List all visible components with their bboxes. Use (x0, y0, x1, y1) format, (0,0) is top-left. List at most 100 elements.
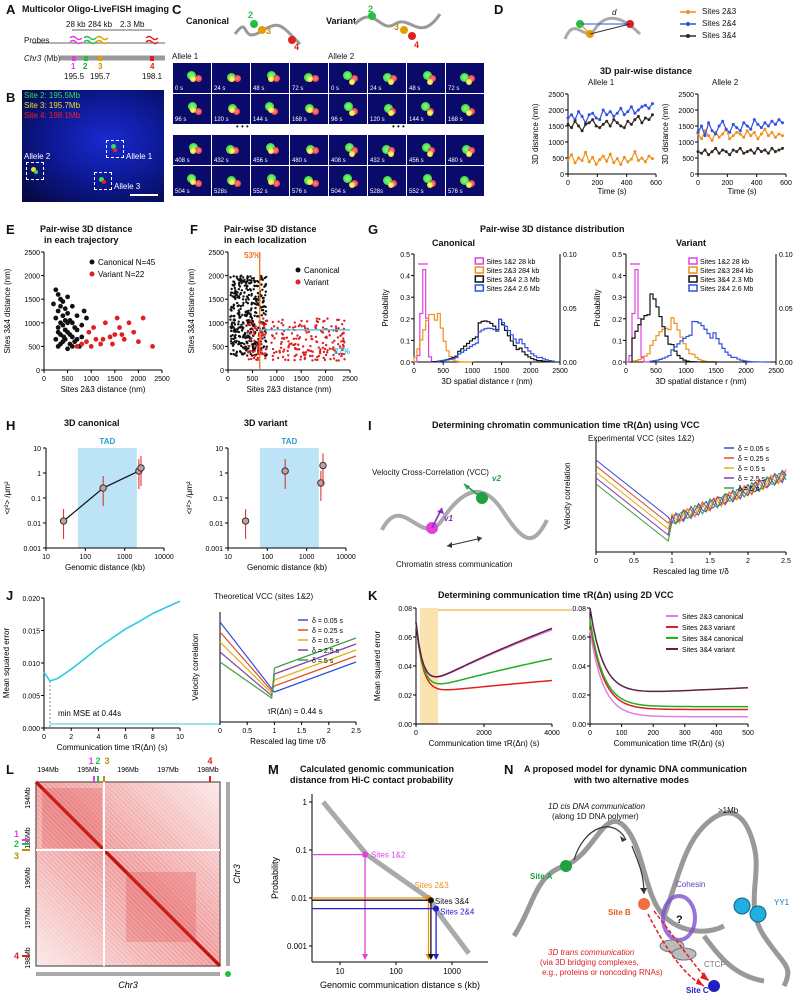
guide-arrow (433, 954, 440, 960)
panel-label-l: L (6, 762, 14, 777)
legend-marker (688, 284, 698, 292)
contact-band (34, 867, 135, 968)
x-tick-label: 0 (42, 376, 46, 383)
data-point (735, 126, 739, 130)
i-schematic (380, 483, 549, 548)
frame-time: 528s (214, 189, 228, 195)
scatter-point (237, 313, 241, 317)
y-tick-label: 0.1 (400, 338, 410, 345)
scatter-point (243, 342, 246, 346)
scatter-point (236, 304, 240, 308)
data-point (735, 150, 739, 154)
y-tick-label: 0.4 (400, 274, 410, 281)
scatter-point (243, 278, 246, 282)
scatter-point (253, 311, 257, 314)
scatter-point (255, 298, 259, 301)
scatter-point (283, 336, 286, 340)
timelapse-frame: 144 s (250, 93, 290, 125)
scatter-point (332, 353, 335, 357)
scatter-point (264, 331, 268, 335)
scatter-point (326, 351, 329, 354)
timelapse-frame: 168 s (445, 93, 485, 125)
scatter-point (243, 291, 246, 294)
scatter-point (260, 308, 264, 312)
scatter-point (248, 324, 251, 327)
contact-band (34, 886, 116, 968)
timelapse-frame: 480 s (445, 134, 485, 166)
svg-text:2: 2 (248, 10, 253, 20)
contact-band (34, 923, 79, 968)
n-site-a: Site A (530, 872, 553, 881)
data-point (619, 124, 623, 128)
scatter-point (261, 305, 264, 309)
scatter-point (238, 315, 241, 319)
x-tick-label: 1 (670, 558, 674, 565)
contact-band (43, 780, 222, 959)
x-tick-label: 1.5 (297, 728, 307, 735)
timelapse-frame: 576 s (289, 165, 329, 197)
scatter-point (326, 317, 329, 320)
scatter-point (265, 275, 268, 279)
vcc-curve (595, 472, 787, 542)
y-axis-label: Mean squared error (2, 628, 11, 699)
legend-marker (295, 279, 301, 285)
data-point (749, 134, 753, 138)
scatter-point (235, 351, 238, 355)
legend-entry: Sites 2&3 canonical (682, 614, 744, 621)
y-tick-label: 0.04 (572, 664, 586, 671)
series-line (567, 114, 653, 132)
n-yy1: YY1 (774, 898, 790, 907)
x-tick-label: 2.5 (781, 558, 791, 565)
scatter-point (243, 284, 247, 287)
scatter-point (239, 307, 242, 311)
x-tick-label: 2000 (318, 376, 334, 383)
scatter-point (110, 341, 115, 347)
frame-time: 480 s (448, 158, 463, 164)
scatter-point (324, 343, 328, 347)
y-tick-label: 500 (682, 156, 694, 163)
dist-28kb: 28 kb (66, 20, 86, 29)
mse-curve (415, 622, 553, 685)
data-point (749, 148, 753, 152)
x-tick-label: 10000 (336, 554, 356, 561)
legend-entry: Sites 1&2 28 kb (486, 259, 535, 266)
k-title: Determining communication time τR(Δn) us… (438, 590, 674, 600)
scatter-point (326, 349, 329, 352)
legend-site4: Site 4: 198.1Mb (24, 111, 81, 120)
frame-time: 96 s (175, 117, 187, 123)
contact-band (112, 780, 222, 890)
y-tick-label: 0.015 (22, 629, 40, 636)
contact-band (34, 844, 158, 968)
k-mse-plot-zoom: 0.00 0.02 0.04 0.06 0.08 0 100 200 300 400 500 Comm… (572, 606, 754, 748)
y-axis-label: Mean squared error (373, 631, 382, 702)
y-tick-label: 0.020 (22, 596, 40, 603)
legend-entry: Sites 2&3 284 kb (700, 268, 753, 275)
scatter-point (279, 346, 283, 349)
y-axis-label: Sites 3&4 distance (nm) (3, 268, 12, 353)
scatter-point (248, 344, 251, 348)
timelapse-frame: 120 s (367, 93, 407, 125)
frame-time: 504 s (331, 189, 346, 195)
y-tick-label: 0.5 (400, 252, 410, 259)
legend-marker (688, 266, 698, 274)
scatter-point (253, 284, 256, 287)
left-tick-label: 196Mb (25, 867, 32, 889)
legend-variant: Variant N=22 (98, 270, 145, 279)
data-point (629, 122, 633, 126)
scatter-point (234, 333, 237, 337)
j-vcc-plot: 0 0.5 1 1.5 2 2.5 Rescaled lag time τ/δ Velocit… (191, 612, 361, 746)
scatter-point (241, 346, 245, 349)
contact-band (66, 780, 222, 936)
y-tick-label: 500 (28, 344, 40, 351)
scatter-point (247, 358, 251, 361)
data-point (594, 162, 598, 166)
y-tick-label-right: 0.05 (779, 306, 793, 313)
scatter-point (281, 355, 285, 359)
guide-arrow (427, 954, 434, 960)
data-point (728, 137, 732, 141)
frame-time: 72 s (448, 86, 460, 92)
scatter-point (337, 343, 340, 346)
scatter-point (334, 325, 338, 328)
scatter-point (264, 284, 267, 287)
y-tick-label: 1500 (24, 297, 40, 304)
